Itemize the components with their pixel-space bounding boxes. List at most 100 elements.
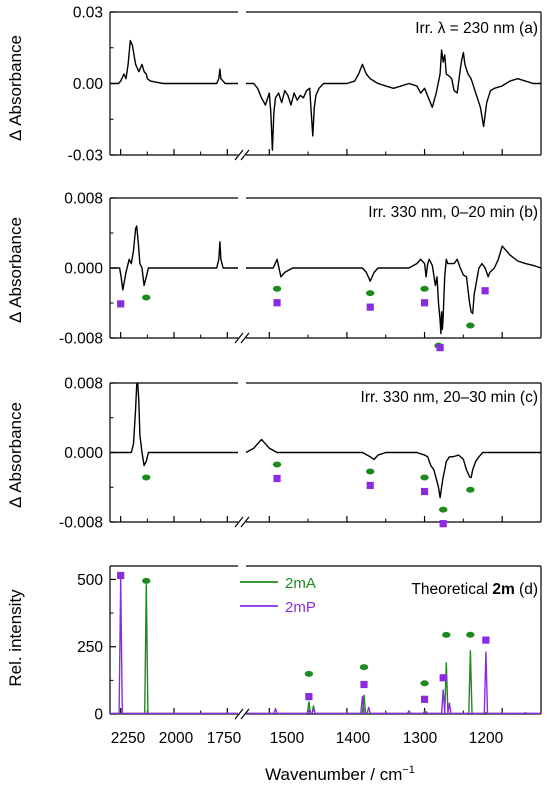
marker-2mA (359, 664, 369, 671)
y-tick-label: -0.03 (68, 148, 103, 165)
marker-2mA (442, 631, 451, 638)
x-tick-label-2000: 2000 (159, 730, 194, 747)
y-tick-label: 0.008 (64, 191, 103, 208)
x-axis-label-sup: −1 (402, 764, 415, 776)
marker-2mA (142, 474, 151, 481)
x-tick-labels: 2250 2000 1750 1500 1400 1300 1200 (111, 730, 504, 747)
panel-b-axis-break (234, 332, 250, 344)
marker-2mP (117, 300, 125, 308)
panel-d: Theoretical 2m (d) Rel. intensity 500 250… (6, 565, 542, 724)
marker-2mP (482, 636, 490, 644)
marker-2mA (272, 461, 282, 468)
legend-2mP-label: 2mP (285, 599, 316, 616)
peak-trace-2mP (110, 578, 238, 715)
spectrum-trace (110, 39, 238, 85)
marker-2mA (420, 680, 429, 687)
panel-a-traces (110, 39, 541, 151)
marker-2mA (466, 322, 475, 329)
marker-2mA (466, 631, 475, 638)
marker-2mP (439, 520, 447, 528)
marker-2mP (420, 695, 429, 703)
marker-2mP (439, 674, 447, 682)
marker-2mA (438, 506, 448, 513)
x-tick-label-1400: 1400 (336, 730, 371, 747)
panel-c: Irr. 330 nm, 20–30 min (c) Δ Absorbance … (6, 376, 542, 532)
marker-2mP (436, 344, 444, 352)
spectrum-trace (245, 438, 541, 499)
panel-b: Irr. 330 nm, 0–20 min (b) Δ Absorbance 0… (6, 191, 542, 352)
panel-c-ylabel: Δ Absorbance (6, 402, 25, 508)
panel-c-xticks (120, 516, 503, 522)
panel-d-legend: 2mA 2mP (240, 575, 316, 616)
panel-a-ylabel: Δ Absorbance (6, 35, 25, 141)
y-tick-label: 0.00 (73, 76, 104, 93)
spectrum-trace (246, 49, 541, 151)
x-axis-label: Wavenumber / cm−1 (265, 764, 415, 784)
peak-trace-2mA (246, 650, 541, 715)
axis-break-slash (234, 149, 244, 161)
marker-2mP (366, 303, 374, 311)
legend-2mA-label: 2mA (285, 575, 316, 592)
axis-break-slash (240, 708, 250, 720)
y-tick-label: -0.008 (59, 331, 103, 348)
y-tick-label: 0.008 (64, 376, 103, 393)
y-tick-label: 0.000 (64, 261, 103, 278)
marker-2mP (420, 299, 429, 307)
panel-a-annotation: Irr. λ = 230 nm (a) (415, 20, 538, 37)
marker-2mA (466, 486, 475, 493)
panel-c-axis-break (234, 516, 250, 528)
x-tick-label-1200: 1200 (469, 730, 504, 747)
y-tick-label: -0.008 (59, 515, 103, 532)
axis-break-slash (240, 516, 250, 528)
panel-b-markers (117, 285, 489, 352)
panel-d-annotation: Theoretical 2m (d) (411, 581, 538, 598)
panel-b-ylabel: Δ Absorbance (6, 217, 25, 323)
marker-2mP (305, 693, 313, 701)
marker-2mP (273, 474, 281, 483)
marker-2mP (420, 487, 429, 496)
panel-c-markers (142, 461, 475, 528)
y-tick-label: 0 (94, 707, 103, 724)
axis-break-slash (234, 332, 244, 344)
spectrum-trace (246, 245, 542, 335)
marker-2mA (420, 474, 429, 481)
x-tick-label-1500: 1500 (270, 730, 305, 747)
y-tick-label: 0.03 (73, 5, 103, 22)
panel-a-yticks: 0.03 0.00 -0.03 (68, 5, 116, 165)
panel-b-traces (110, 225, 542, 335)
panel-d-ylabel: Rel. intensity (6, 589, 25, 687)
peak-trace-2mA (110, 584, 238, 715)
spectrum-trace (110, 382, 238, 467)
marker-2mP (366, 481, 374, 490)
marker-2mP (481, 287, 489, 295)
panel-d-markers (117, 571, 490, 703)
panel-b-annotation: Irr. 330 nm, 0–20 min (b) (368, 204, 538, 221)
panel-d-yticks: 500 250 0 (77, 572, 116, 724)
marker-2mP (117, 571, 125, 580)
panel-b-xticks (120, 332, 503, 338)
axis-break-slash (240, 149, 250, 161)
panel-c-annotation: Irr. 330 nm, 20–30 min (c) (361, 389, 538, 406)
panel-d-annotation-prefix: Theoretical (411, 581, 492, 598)
marker-2mA (272, 285, 282, 292)
panel-a-frame (109, 11, 542, 156)
panel-c-traces (110, 382, 541, 499)
panel-b-yticks: 0.008 0.000 -0.008 (59, 191, 116, 348)
panel-d-traces (110, 578, 541, 715)
marker-2mA (142, 294, 151, 301)
marker-2mP (273, 299, 281, 307)
marker-2mP (360, 680, 368, 689)
marker-2mA (304, 670, 314, 677)
panel-d-axis-break (234, 708, 250, 720)
panel-a-axis-break (234, 149, 250, 161)
x-tick-label-2250: 2250 (111, 730, 146, 747)
axis-break-slash (240, 332, 250, 344)
marker-2mA (420, 285, 429, 292)
panel-a-xticks (120, 149, 503, 155)
x-tick-label-1300: 1300 (403, 730, 438, 747)
axis-break-slash (234, 708, 244, 720)
panel-d-annotation-bold: 2m (492, 581, 514, 598)
marker-2mA (366, 290, 375, 297)
x-axis-label-text: Wavenumber / cm (265, 765, 402, 784)
marker-2mA (142, 577, 151, 584)
